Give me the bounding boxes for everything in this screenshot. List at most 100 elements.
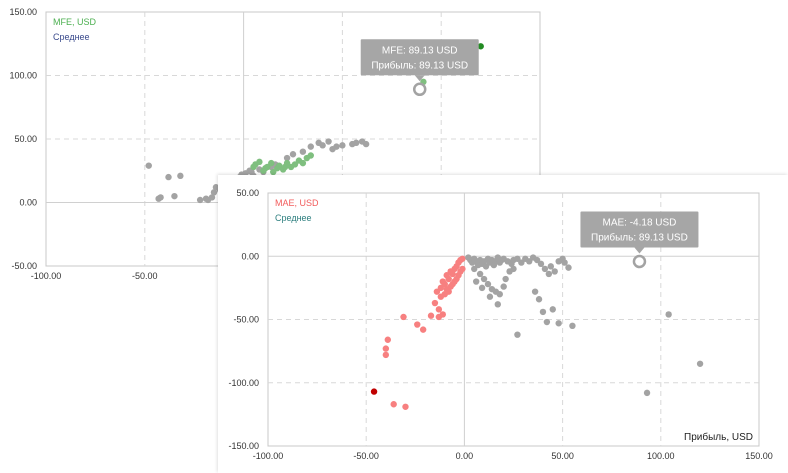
mfe-data-point — [208, 194, 216, 201]
mae-data-point — [476, 270, 484, 278]
mfe-legend-entry: Среднее — [53, 32, 90, 42]
mfe-tooltip-box — [360, 39, 479, 76]
mae-data-point — [382, 351, 390, 359]
mfe-x-tick-label: -50.00 — [132, 271, 158, 281]
mae-data-point — [478, 284, 486, 292]
mae-y-tick-label: -150.00 — [228, 441, 259, 451]
mae-data-point — [502, 275, 509, 283]
mfe-x-tick-label: -100.00 — [31, 271, 62, 281]
mfe-data-point — [268, 159, 275, 167]
mae-data-point — [427, 312, 435, 319]
mae-data-point — [459, 265, 466, 273]
mae-data-point — [384, 336, 392, 343]
mae-data-point — [443, 272, 450, 279]
mae-data-point — [696, 360, 704, 367]
mae-x-tick-label: 50.00 — [551, 451, 574, 461]
mfe-data-point — [299, 148, 307, 155]
mfe-data-point — [319, 142, 326, 149]
mae-data-point — [543, 318, 551, 326]
mae-chart-panel: -100.00 -50.00 0.00 50.00 100.00 150.00 -150.0… — [218, 175, 788, 473]
mae-data-point — [370, 388, 378, 395]
mae-data-point — [402, 403, 409, 410]
mae-data-point — [545, 270, 553, 278]
mae-legend-entry: MAE, USD — [275, 198, 319, 208]
mae-data-point — [382, 345, 390, 352]
mfe-data-point — [275, 162, 283, 169]
mfe-data-point — [307, 152, 314, 159]
mfe-data-point — [339, 142, 346, 149]
mfe-data-point — [171, 192, 178, 200]
mae-x-tick-label: 100.00 — [647, 451, 675, 461]
mae-tooltip-line: Прибыль: 89.13 USD — [591, 232, 688, 244]
mae-tooltip-box — [580, 211, 699, 248]
mfe-highlight-marker — [412, 82, 427, 97]
mae-data-point — [439, 278, 446, 285]
mfe-y-tick-label: 100.00 — [9, 71, 37, 81]
mfe-y-tick-label: 50.00 — [14, 134, 37, 144]
mae-x-tick-label: -100.00 — [253, 451, 284, 461]
mae-data-point — [541, 265, 549, 273]
mae-tooltip-line: MAE: -4.18 USD — [602, 218, 676, 229]
mfe-tooltip-line: Прибыль: 89.13 USD — [371, 59, 468, 71]
mae-data-point — [435, 306, 443, 313]
mfe-data-point — [283, 159, 291, 167]
mae-data-point — [439, 311, 446, 318]
mae-data-point — [414, 321, 421, 328]
mfe-y-tick-label: -50.00 — [11, 261, 37, 271]
mae-x-tick-label: -50.00 — [353, 451, 379, 461]
mae-data-point — [480, 275, 488, 283]
mae-data-point — [547, 263, 555, 270]
mae-data-point — [643, 389, 651, 397]
mae-data-point — [555, 320, 562, 327]
mae-data-point — [431, 299, 439, 307]
mae-data-point — [535, 296, 543, 303]
mae-data-point — [472, 278, 480, 285]
mae-data-point — [551, 268, 558, 275]
mae-data-point — [459, 255, 466, 262]
mae-data-point — [549, 306, 556, 313]
mfe-data-point — [362, 140, 370, 148]
mae-x-axis-label: Прибыль, USD — [684, 431, 753, 443]
mae-data-point — [390, 401, 397, 408]
mae-data-point — [496, 291, 503, 298]
mfe-data-point — [177, 172, 184, 180]
mae-data-point — [486, 293, 494, 300]
mae-data-point — [531, 288, 539, 295]
mfe-data-point — [289, 151, 297, 158]
mfe-data-point — [264, 163, 271, 171]
mae-tooltip-pointer — [634, 247, 645, 254]
mae-data-point — [569, 322, 576, 330]
mae-data-point — [539, 308, 547, 316]
mae-data-point — [445, 288, 452, 295]
mfe-data-point — [299, 159, 307, 167]
mfe-legend-entry: MFE, USD — [53, 17, 97, 27]
mae-data-point — [561, 259, 568, 266]
mae-y-tick-label: 50.00 — [236, 188, 259, 198]
mfe-data-point — [256, 158, 263, 166]
mae-highlight-marker — [632, 254, 647, 269]
mfe-y-tick-label: 0.00 — [19, 198, 37, 208]
mae-data-point — [500, 283, 507, 290]
mae-scatter-chart: -100.00 -50.00 0.00 50.00 100.00 150.00 -150.0… — [228, 188, 772, 461]
mfe-tooltip-pointer — [414, 75, 425, 82]
mfe-data-point — [477, 43, 484, 50]
mfe-data-point — [291, 161, 299, 168]
mae-data-point — [665, 311, 672, 318]
mfe-data-point — [283, 154, 291, 162]
mfe-tooltip-line: MFE: 89.13 USD — [382, 45, 458, 56]
mfe-y-tick-label: 150.00 — [9, 7, 37, 17]
mae-x-tick-label: 0.00 — [456, 451, 474, 461]
mae-data-point — [565, 264, 572, 271]
mae-data-point — [419, 326, 427, 333]
mae-y-tick-label: 0.00 — [241, 251, 259, 261]
mae-y-tick-label: -100.00 — [228, 378, 259, 388]
mfe-data-point — [333, 143, 340, 150]
mfe-data-point — [307, 143, 314, 150]
mfe-data-point — [270, 168, 277, 176]
mfe-data-point — [353, 139, 360, 147]
mae-data-point — [494, 301, 501, 308]
mae-data-point — [537, 260, 545, 268]
mae-data-point — [510, 265, 517, 273]
mae-y-tick-label: -50.00 — [233, 315, 259, 325]
mfe-data-point — [196, 196, 204, 204]
